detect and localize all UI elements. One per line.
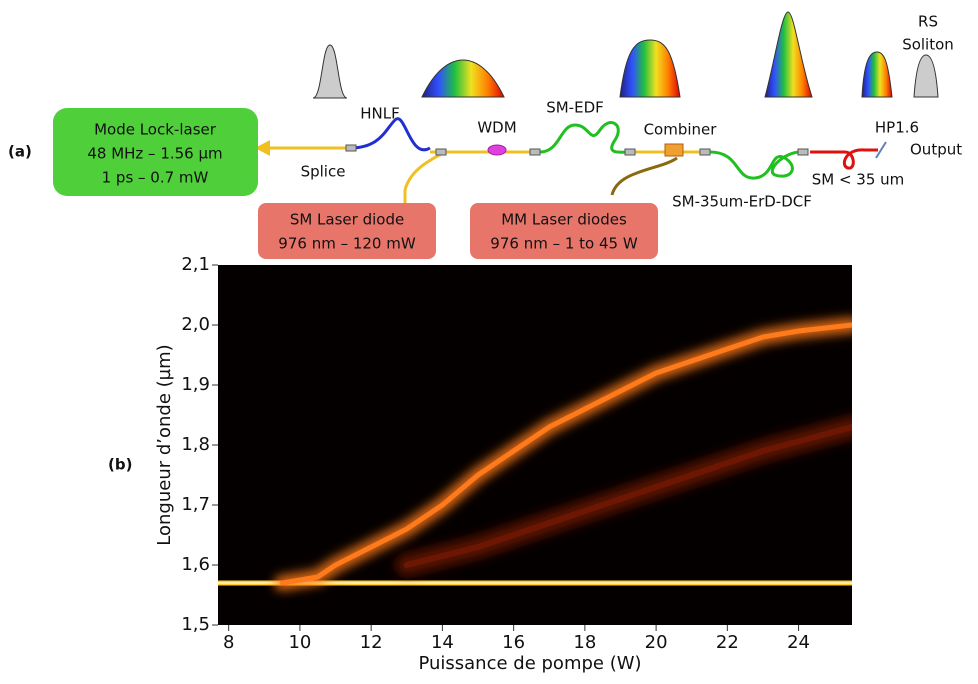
pulse — [421, 59, 505, 98]
x-tick-label: 18 — [573, 632, 596, 653]
label: SM-35um-ErD-DCF — [672, 193, 812, 211]
pulse — [861, 51, 893, 98]
y-tick-label: 1,5 — [181, 614, 210, 635]
fiber — [810, 148, 878, 170]
fiber — [539, 121, 631, 154]
laser-label: 1 ps – 0.7 mW — [102, 169, 209, 187]
x-axis-label: Puissance de pompe (W) — [418, 653, 641, 674]
y-tick-label: 2,1 — [181, 254, 210, 275]
splices — [345, 144, 809, 156]
y-tick-label: 2,0 — [181, 314, 210, 335]
x-tick-label: 20 — [645, 632, 668, 653]
label: SM-EDF — [546, 99, 604, 117]
x-tick-label: 10 — [288, 632, 311, 653]
laser-box — [53, 108, 258, 196]
fiber — [709, 150, 801, 180]
y-tick-label: 1,6 — [181, 554, 210, 575]
y-axis-label: Longueur d’onde (µm) — [154, 344, 175, 545]
laser-label: 48 MHz – 1.56 µm — [87, 145, 222, 163]
y-tick-label: 1,7 — [181, 494, 210, 515]
pulse — [312, 44, 348, 99]
label: Splice — [301, 163, 346, 181]
panel-label: (b) — [108, 456, 132, 474]
sm-diode-label: SM Laser diode — [290, 211, 404, 229]
label: RS — [918, 13, 938, 31]
mm-diode-box — [470, 203, 658, 259]
label: HP1.6 — [875, 119, 919, 137]
label: Combiner — [644, 121, 718, 139]
x-tick-label: 8 — [223, 632, 234, 653]
combiner — [664, 143, 684, 157]
label: Soliton — [902, 36, 954, 54]
x-tick-label: 22 — [716, 632, 739, 653]
sm-diode-box — [258, 203, 436, 259]
fiber — [403, 150, 530, 205]
laser-label: Mode Lock-laser — [94, 121, 217, 139]
connector — [255, 140, 270, 156]
panel-label: (a) — [8, 143, 32, 161]
traces — [218, 317, 852, 591]
x-tick-label: 14 — [431, 632, 454, 653]
mm-diode-label: 976 nm – 1 to 45 W — [490, 235, 638, 253]
label: HNLF — [360, 105, 400, 123]
mm-diode-label: MM Laser diodes — [501, 211, 627, 229]
x-tick-label: 16 — [502, 632, 525, 653]
sm-diode-label: 976 nm – 120 mW — [278, 235, 416, 253]
pulse — [619, 39, 681, 98]
y-tick-label: 1,8 — [181, 434, 210, 455]
pulse — [913, 54, 939, 98]
label: SM < 35 um — [812, 171, 905, 189]
label: Output — [910, 141, 962, 159]
output-window — [875, 141, 887, 159]
x-tick-label: 24 — [787, 632, 810, 653]
trace — [279, 322, 852, 586]
wdm — [487, 144, 507, 156]
fiber — [349, 117, 431, 152]
x-tick-label: 12 — [360, 632, 383, 653]
trace — [403, 424, 852, 568]
y-tick-label: 1,9 — [181, 374, 210, 395]
fiber — [610, 156, 678, 196]
pulse — [764, 11, 813, 98]
label: WDM — [477, 119, 516, 137]
